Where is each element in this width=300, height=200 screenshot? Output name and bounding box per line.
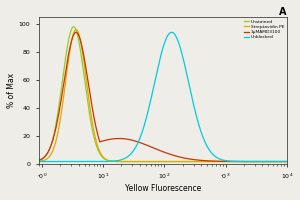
Y-axis label: % of Max: % of Max — [7, 73, 16, 108]
X-axis label: Yellow Fluorescence: Yellow Fluorescence — [124, 184, 201, 193]
Legend: Unstained, Streptavidin PE, 1μMAMD3100, Unblocked: Unstained, Streptavidin PE, 1μMAMD3100, … — [244, 19, 285, 40]
Text: A: A — [279, 7, 287, 17]
